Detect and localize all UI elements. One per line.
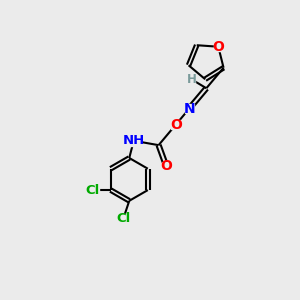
Text: O: O [160, 159, 172, 173]
Bar [214, 42, 223, 52]
Bar [87, 186, 98, 194]
Text: H: H [187, 73, 196, 86]
Bar [162, 162, 171, 171]
Bar [185, 104, 194, 113]
Text: Cl: Cl [86, 184, 100, 196]
Text: N: N [183, 102, 195, 116]
Bar [128, 136, 140, 146]
Bar [188, 76, 195, 83]
Text: Cl: Cl [116, 212, 130, 225]
Bar [171, 120, 180, 129]
Text: O: O [212, 40, 224, 54]
Text: NH: NH [123, 134, 145, 147]
Text: O: O [170, 118, 182, 132]
Bar [118, 214, 129, 223]
